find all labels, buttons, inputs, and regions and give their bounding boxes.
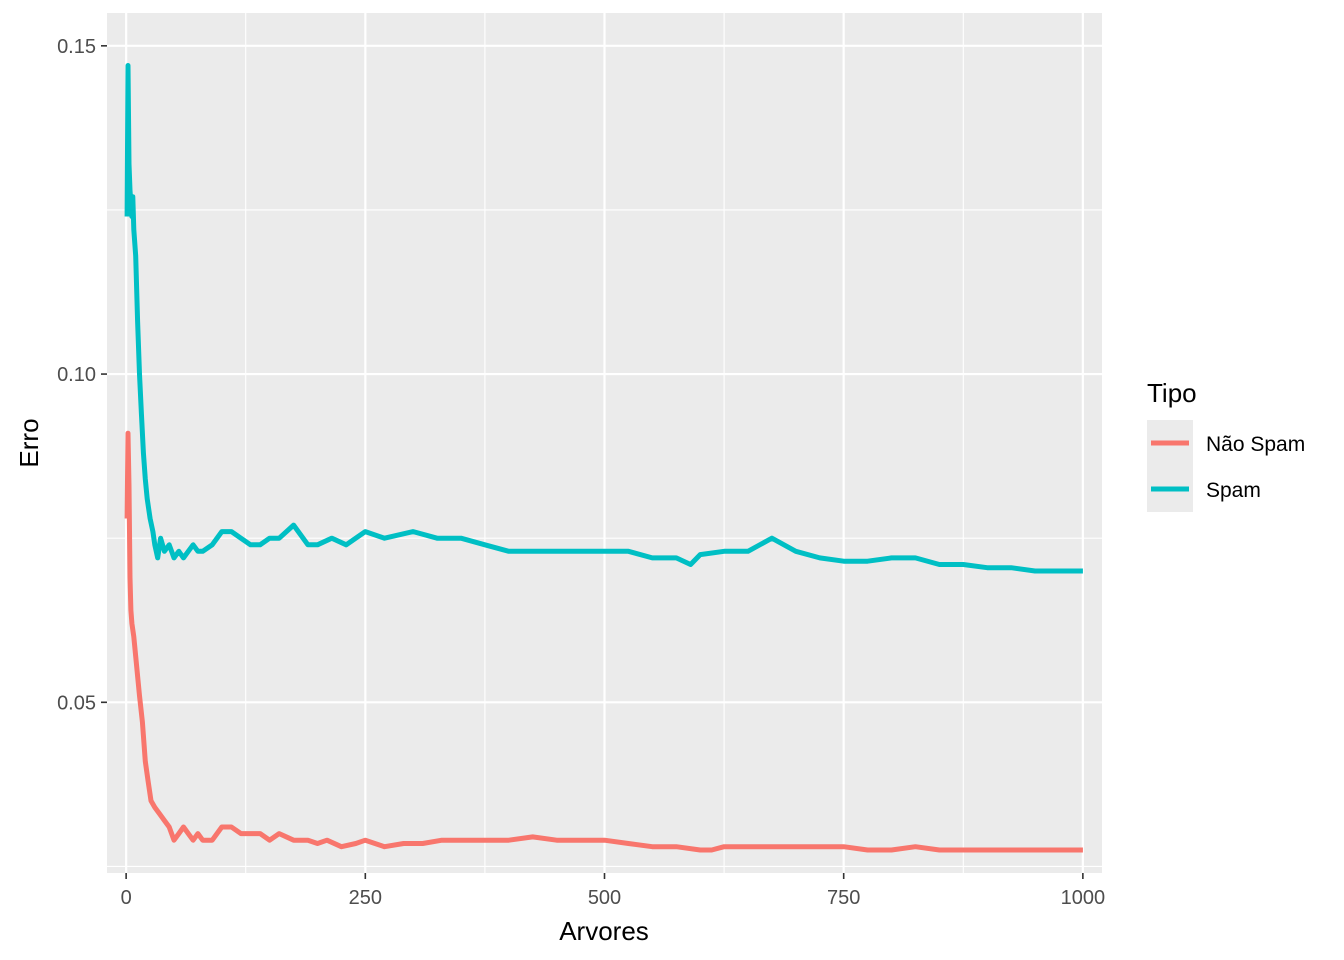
legend: Tipo Não Spam Spam: [1147, 378, 1305, 512]
series-line-spam: [124, 63, 1083, 574]
y-tick-label: 0.05: [57, 692, 96, 714]
x-tick-label: 0: [121, 887, 132, 909]
x-axis-title: Arvores: [559, 916, 649, 946]
x-tick-label: 1000: [1061, 887, 1106, 909]
x-tick-label: 750: [827, 887, 860, 909]
x-axis-ticks: 0 250 500 750 1000: [121, 873, 1106, 909]
y-axis-title: Erro: [14, 418, 44, 467]
series-line-n-o-spam: [124, 430, 1083, 853]
legend-title: Tipo: [1147, 378, 1197, 408]
x-tick-label: 500: [588, 887, 621, 909]
y-tick-label: 0.10: [57, 364, 96, 386]
y-tick-label: 0.15: [57, 36, 96, 58]
x-tick-label: 250: [349, 887, 382, 909]
legend-label-nao-spam: Não Spam: [1206, 433, 1305, 456]
series-lines: [124, 63, 1083, 853]
y-axis-ticks: 0.05 0.10 0.15: [57, 36, 107, 714]
legend-label-spam: Spam: [1206, 479, 1261, 502]
